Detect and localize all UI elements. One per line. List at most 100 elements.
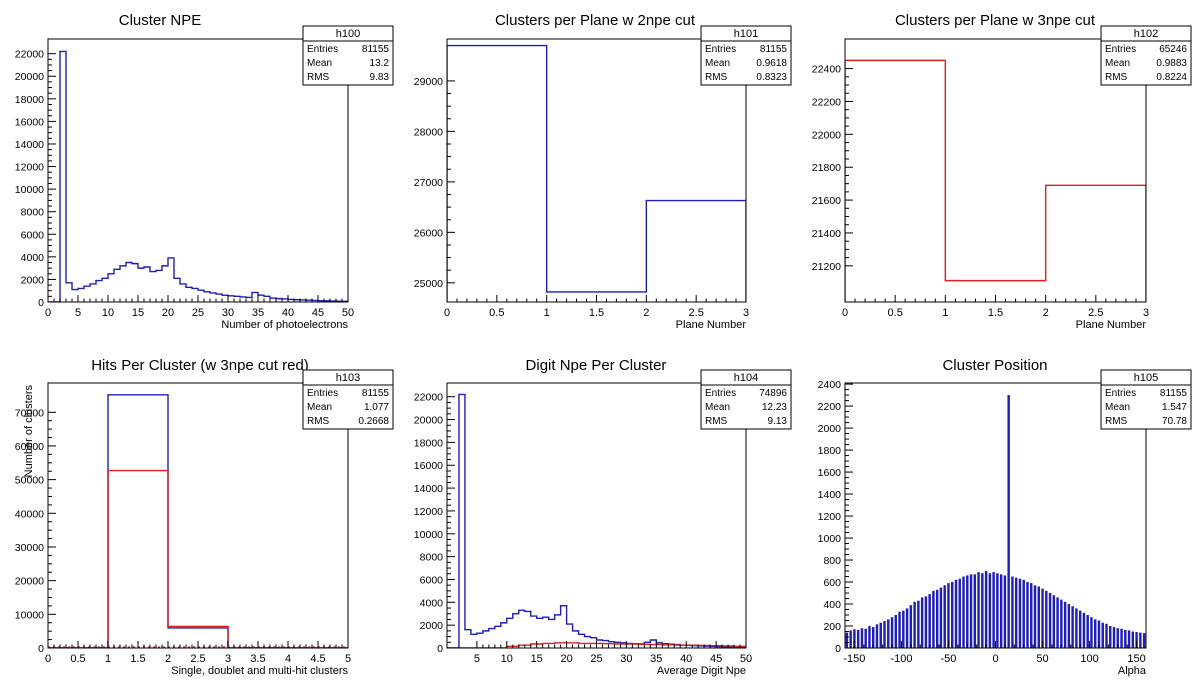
y-tick-label: 400 (823, 599, 841, 611)
histogram-bar (905, 608, 909, 648)
histogram-bar (860, 628, 864, 648)
x-tick-label: 2.5 (1088, 307, 1103, 319)
stats-row-label: Entries (307, 44, 338, 55)
stats-box-frame (302, 25, 394, 86)
x-tick-label: 2 (165, 653, 171, 665)
histogram-bar (1105, 623, 1108, 648)
stats-row-value: 0.9883 (1156, 58, 1187, 69)
stats-box-title: h105 (1134, 372, 1158, 384)
x-tick-label: 3.5 (250, 653, 265, 665)
histogram-bar (849, 630, 852, 648)
histogram-bar (1124, 629, 1127, 648)
histogram-bar (1082, 612, 1086, 648)
y-tick-label: 29000 (414, 76, 443, 88)
chart-title: Clusters per Plane w 2npe cut (495, 12, 696, 29)
histogram-bar (1033, 585, 1037, 648)
stats-row-label: Mean (1105, 58, 1130, 69)
y-tick-label: 21400 (812, 228, 841, 240)
panel-h103: Hits Per Cluster (w 3npe cut red) 0 0.5 1 1.… (15, 357, 394, 677)
stats-row-label: Mean (307, 58, 332, 69)
stats-row-label: Mean (705, 402, 730, 413)
histogram-bar (1037, 586, 1040, 648)
x-tick-label: 40 (282, 307, 294, 319)
histogram-bar (1142, 633, 1146, 648)
stats-box: h103 Entries 81155 Mean 1.077 RMS 0.2668 (302, 369, 394, 430)
stats-row-label: RMS (705, 416, 728, 427)
stats-box-frame (1100, 369, 1192, 430)
stats-row-value: 0.8224 (1156, 72, 1187, 83)
histogram-bar (1030, 583, 1033, 648)
stats-row-label: Entries (1105, 388, 1136, 399)
histogram-bar (1003, 575, 1007, 648)
histogram-bar (879, 622, 882, 648)
histogram-bar (977, 572, 980, 648)
histogram-bar (939, 587, 943, 648)
x-axis-label: Number of photoelectrons (221, 319, 348, 331)
x-tick-label: 0 (992, 653, 998, 665)
histogram-bar (1052, 595, 1056, 648)
x-tick-label: 2 (1043, 307, 1049, 319)
y-tick-label: 1400 (818, 489, 842, 501)
y-tick-label: 22400 (812, 64, 841, 76)
stats-row-value: 65246 (1159, 44, 1187, 55)
stats-row-value: 1.077 (364, 402, 389, 413)
stats-box: h104 Entries 74896 Mean 12.23 RMS 9.13 (700, 369, 792, 430)
y-tick-label: 50000 (15, 475, 44, 487)
histogram-bar (958, 578, 961, 648)
y-tick-label: 1000 (818, 533, 842, 545)
stats-row-value: 74896 (759, 388, 787, 399)
histogram-bar (966, 575, 969, 648)
stats-row-label: Mean (705, 58, 730, 69)
x-tick-label: 10 (501, 653, 513, 665)
x-tick-label: 25 (192, 307, 204, 319)
y-tick-label: 2200 (818, 401, 842, 413)
y-tick-label: 16000 (414, 460, 443, 472)
x-tick-label: 0 (842, 307, 848, 319)
stats-box: h101 Entries 81155 Mean 0.9618 RMS 0.8323 (700, 25, 792, 86)
y-tick-label: 27000 (414, 177, 443, 189)
histogram-series-0 (845, 59, 1146, 302)
y-tick-label: 22000 (812, 129, 841, 141)
histogram-bar (973, 574, 977, 648)
histogram-bar (992, 572, 995, 648)
stats-row-label: RMS (307, 416, 330, 427)
y-tick-label: 22000 (15, 49, 44, 61)
histogram-bar (1090, 617, 1093, 648)
panel-h104: Digit Npe Per Cluster 5 10 15 20 25 30 35 40 45 50… (414, 357, 792, 677)
histogram-bar (962, 576, 965, 648)
y-tick-label: 14000 (15, 139, 44, 151)
y-tick-label: 28000 (414, 126, 443, 138)
x-tick-label: 45 (710, 653, 722, 665)
panel-h100: Cluster NPE 0 5 10 15 20 25 30 35 40 45 50 0 2000 4000… (15, 12, 394, 331)
stats-row-value: 81155 (1160, 388, 1188, 399)
histogram-bar (1007, 395, 1010, 648)
x-tick-label: 1 (105, 653, 111, 665)
plot-area (845, 395, 1146, 648)
stats-box-title: h101 (734, 28, 758, 40)
y-tick-label: 14000 (414, 483, 443, 495)
x-tick-label: 3 (743, 307, 749, 319)
x-tick-label: 2 (643, 307, 649, 319)
x-tick-label: 0.5 (70, 653, 85, 665)
y-tick-label: 20000 (15, 576, 44, 588)
x-tick-label: 50 (740, 653, 752, 665)
y-tick-label: 1800 (818, 445, 842, 457)
histogram-bar (981, 573, 984, 648)
panel-h102: Clusters per Plane w 3npe cut 0 0.5 1 1.5 2 2.… (812, 12, 1192, 331)
y-tick-label: 12000 (15, 162, 44, 174)
stats-row-value: 0.9618 (756, 58, 787, 69)
histogram-bar (920, 597, 924, 648)
histogram-bar (845, 632, 849, 648)
y-tick-label: 1200 (818, 511, 842, 523)
y-tick-label: 6000 (21, 229, 45, 241)
histogram-bar (868, 626, 871, 648)
y-tick-label: 10000 (15, 184, 44, 196)
plot-area (447, 44, 746, 302)
y-tick-label: 2000 (21, 274, 45, 286)
plot-area (447, 393, 746, 648)
y-tick-label: 22200 (812, 96, 841, 108)
stats-box-frame (700, 25, 792, 86)
histogram-bar (1093, 619, 1097, 648)
x-tick-label: 4.5 (310, 653, 325, 665)
y-tick-label: 0 (437, 643, 443, 655)
